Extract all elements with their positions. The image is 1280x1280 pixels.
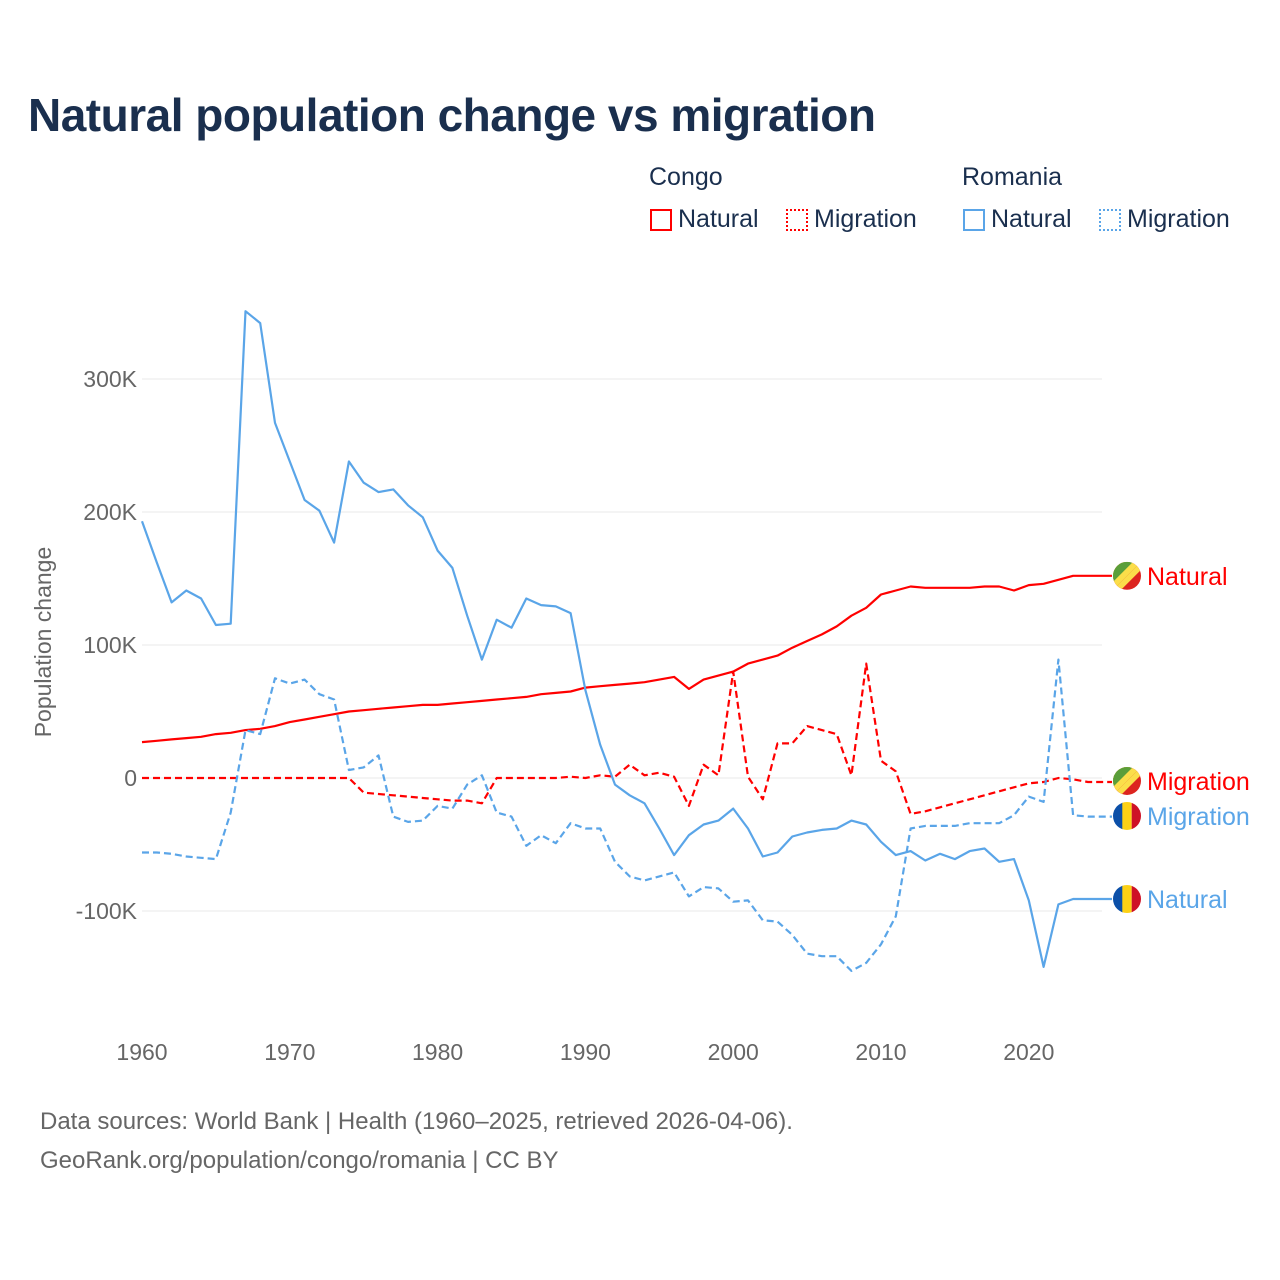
legend-swatch-dotted <box>1099 208 1121 231</box>
legend-congo-migration[interactable]: Migration <box>786 205 917 234</box>
y-tick-label: 0 <box>124 765 137 791</box>
romania-flag-icon <box>1113 802 1141 830</box>
legend-swatch-solid <box>650 208 672 231</box>
series-end-label: Natural <box>1147 886 1228 914</box>
source-line-1: Data sources: World Bank | Health (1960–… <box>40 1108 793 1135</box>
x-tick-label: 1980 <box>412 1039 463 1065</box>
legend-label: Natural <box>678 205 759 233</box>
series-line-romania-natural <box>140 310 1112 969</box>
legend-romania-migration[interactable]: Migration <box>1099 205 1230 234</box>
legend-congo-natural[interactable]: Natural <box>650 205 759 234</box>
source-line-2[interactable]: GeoRank.org/population/congo/romania | C… <box>40 1147 559 1174</box>
series-line-romania-migration <box>142 658 1112 973</box>
y-tick-label: 100K <box>83 632 137 658</box>
legend-group-congo: Congo <box>649 163 723 191</box>
legend-label: Migration <box>1127 205 1230 233</box>
y-tick-label: 200K <box>83 499 137 525</box>
x-tick-label: 2010 <box>855 1039 906 1065</box>
romania-flag-icon <box>1113 885 1141 914</box>
series-end-label: Migration <box>1147 768 1250 796</box>
legend-group-romania: Romania <box>962 163 1063 191</box>
x-tick-label: 2000 <box>708 1039 759 1065</box>
legend-swatch-dotted <box>786 208 808 231</box>
chart-title: Natural population change vs migration <box>28 89 876 141</box>
series-line-congo-migration <box>142 662 1112 816</box>
legend-swatch-solid <box>963 208 985 231</box>
x-tick-label: 1970 <box>264 1039 315 1065</box>
series-end-label: Natural <box>1147 563 1228 591</box>
legend-romania-natural[interactable]: Natural <box>963 205 1072 234</box>
legend-label: Natural <box>991 205 1072 233</box>
legend-label: Migration <box>814 205 917 233</box>
congo-flag-icon <box>1113 561 1141 590</box>
y-tick-label: -100K <box>76 898 138 924</box>
y-tick-label: 300K <box>83 366 137 392</box>
series-line-congo-natural <box>141 574 1112 744</box>
x-tick-label: 1990 <box>560 1039 611 1065</box>
x-tick-label: 1960 <box>116 1039 167 1065</box>
congo-flag-icon <box>1113 767 1141 795</box>
series-end-label: Migration <box>1147 803 1250 831</box>
x-tick-label: 2020 <box>1003 1039 1054 1065</box>
y-axis-label: Population change <box>30 547 56 738</box>
